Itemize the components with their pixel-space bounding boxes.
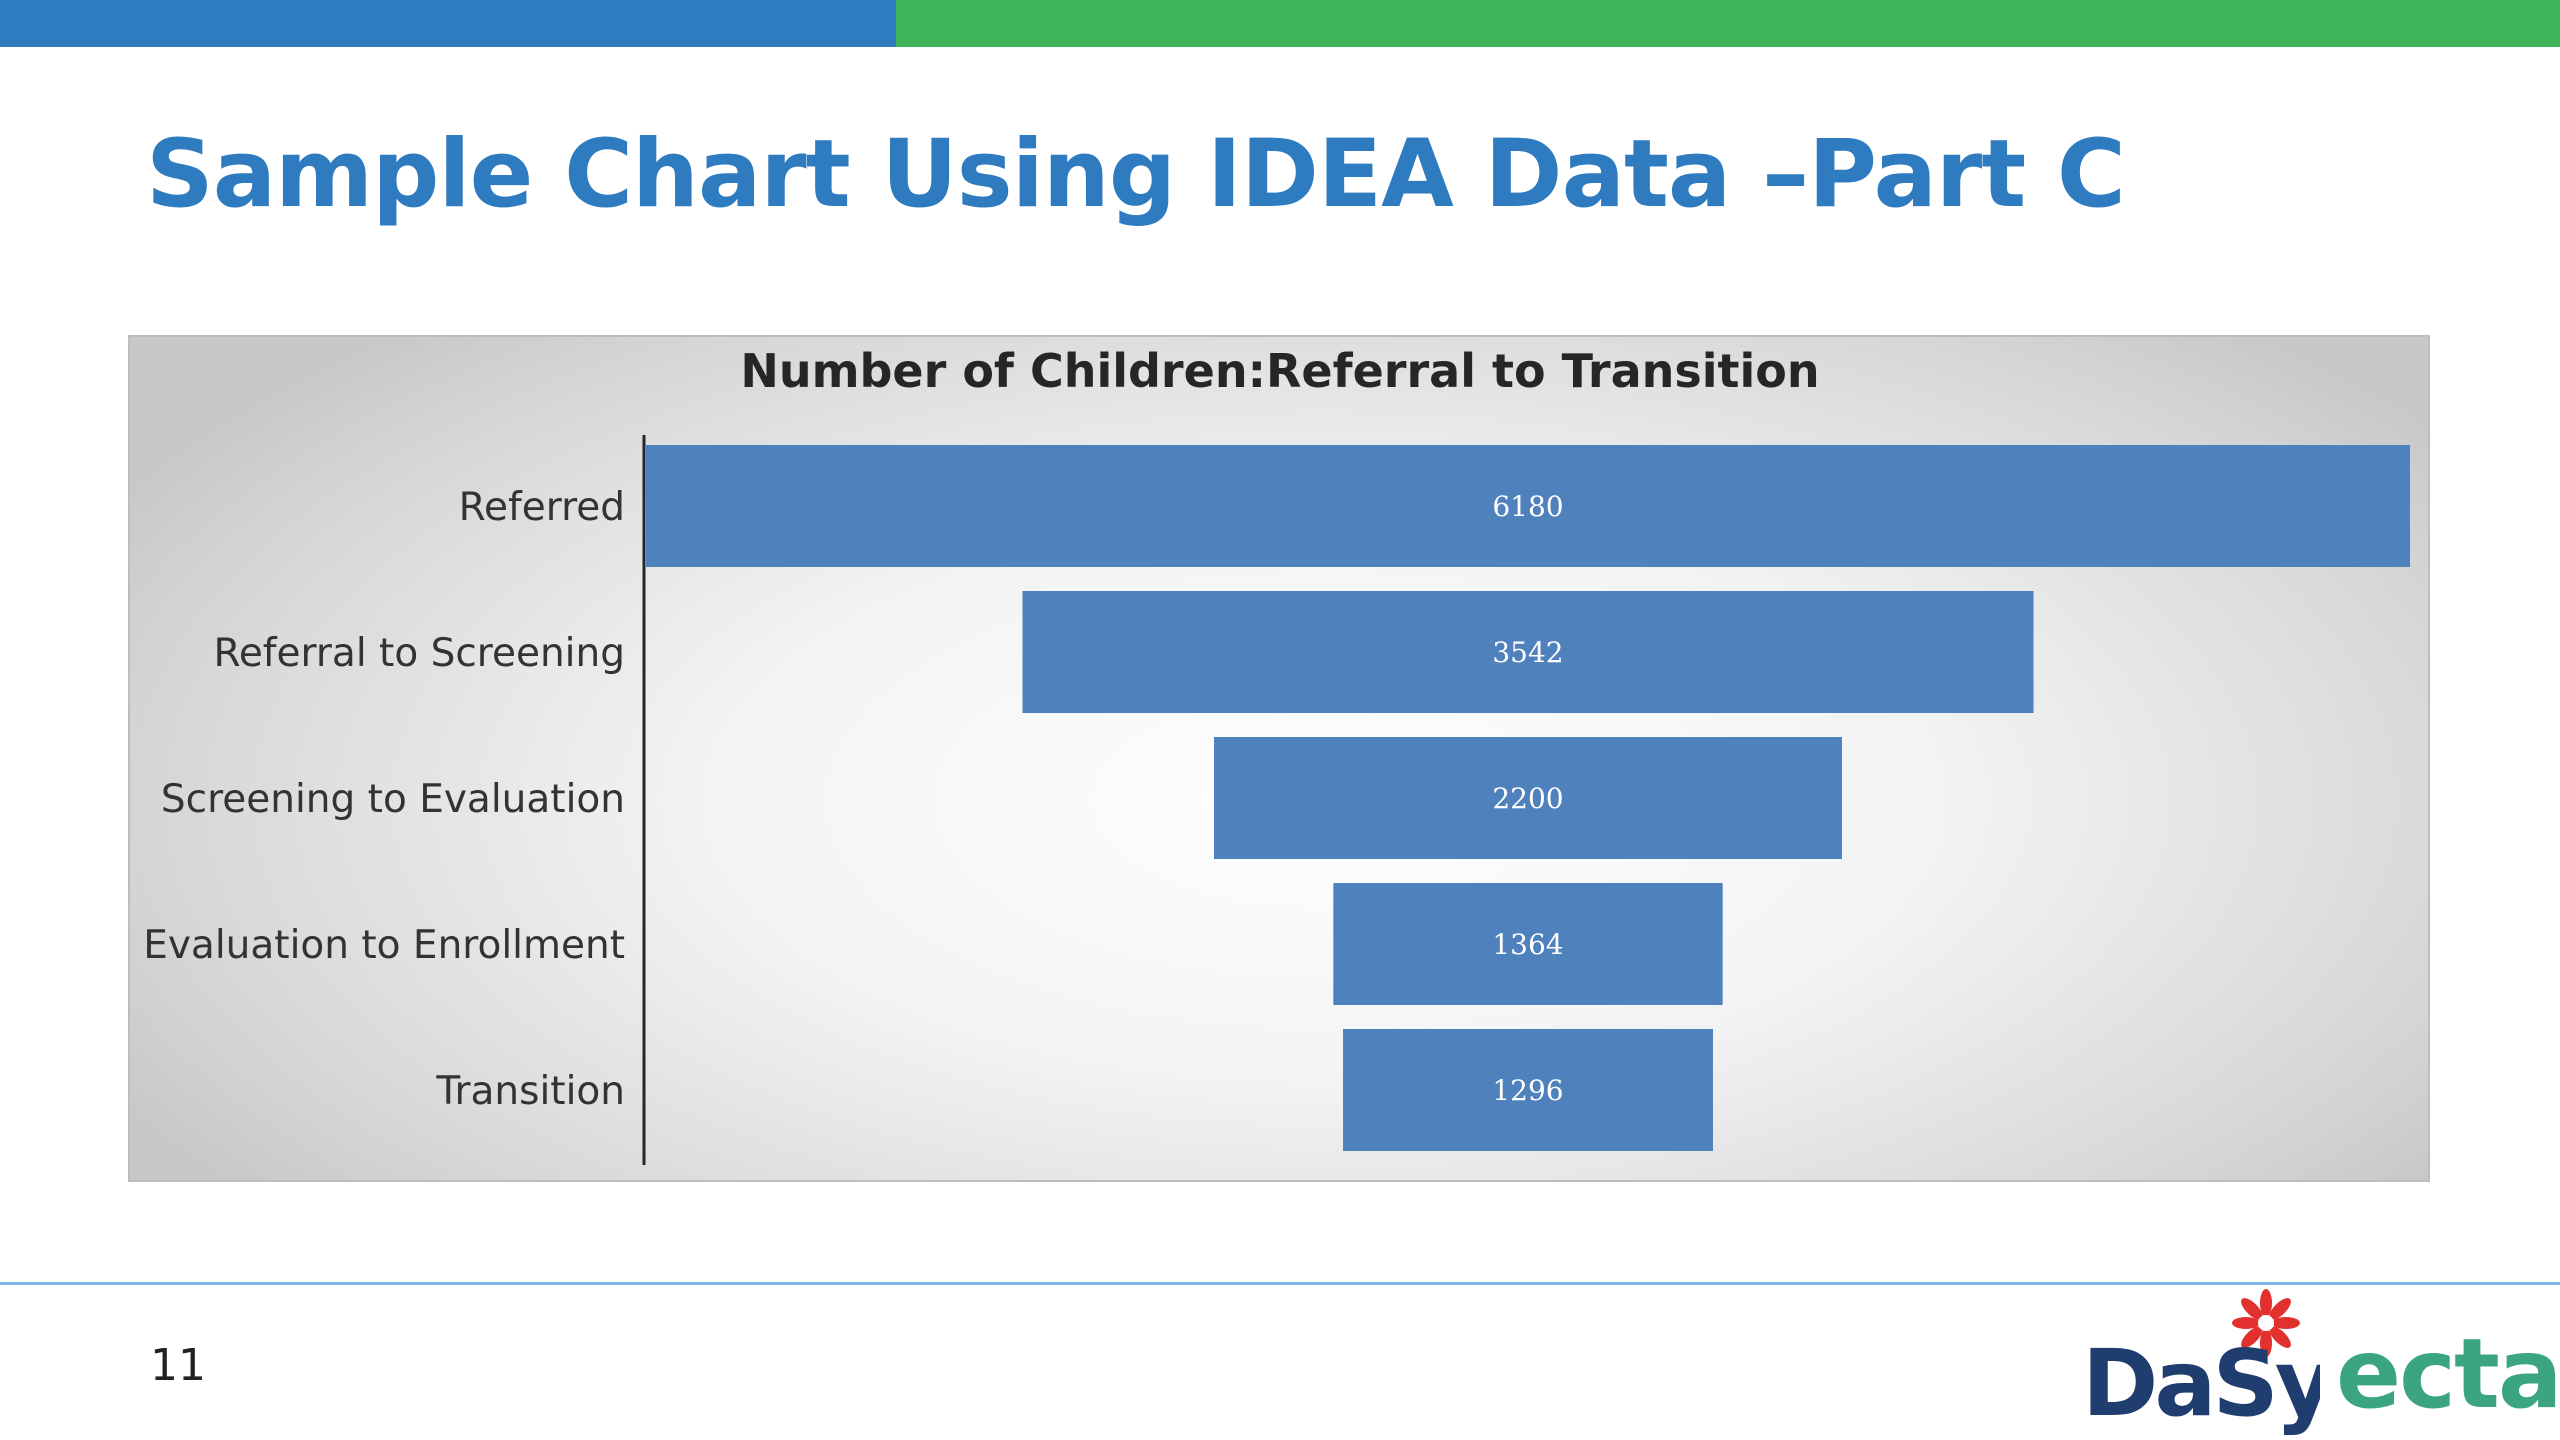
bar-data-label: 1296: [1492, 1074, 1563, 1107]
dasy-logo: DaSy: [2082, 1289, 2320, 1437]
top-bar-green-segment: [896, 0, 2560, 47]
category-label: Evaluation to Enrollment: [143, 923, 625, 968]
category-label: Transition: [435, 1069, 625, 1114]
funnel-bar: [1333, 883, 1723, 1005]
chart-title: Number of Children:Referral to Transitio…: [740, 344, 1819, 398]
bar-data-label: 3542: [1492, 636, 1563, 669]
bar-data-label: 1364: [1492, 928, 1563, 961]
bars-group: Referred 6180 Referral to Screening 3542 Scr…: [143, 445, 2410, 1151]
slide-title: Sample Chart Using IDEA Data –Part C: [146, 120, 2126, 229]
funnel-bar: [646, 445, 2410, 567]
category-label: Screening to Evaluation: [161, 777, 625, 822]
ecta-logo: ecta: [2336, 1318, 2560, 1430]
funnel-chart: Number of Children:Referral to Transitio…: [128, 335, 2430, 1182]
page-number: 11: [150, 1340, 206, 1391]
funnel-bar: [1214, 737, 1842, 859]
funnel-bar: [1343, 1029, 1713, 1151]
flower-icon: [2232, 1289, 2300, 1357]
funnel-chart-svg: Number of Children:Referral to Transitio…: [143, 344, 2410, 1165]
category-label: Referral to Screening: [213, 631, 625, 676]
funnel-bar: [1022, 591, 2034, 713]
top-accent-bar: [0, 0, 2560, 47]
bar-data-label: 6180: [1492, 490, 1563, 523]
category-label: Referred: [459, 485, 625, 530]
bar-data-label: 2200: [1492, 782, 1563, 815]
dasy-logo-text: DaSy: [2082, 1330, 2320, 1437]
top-bar-blue-segment: [0, 0, 896, 47]
footer-divider: [0, 1282, 2560, 1285]
